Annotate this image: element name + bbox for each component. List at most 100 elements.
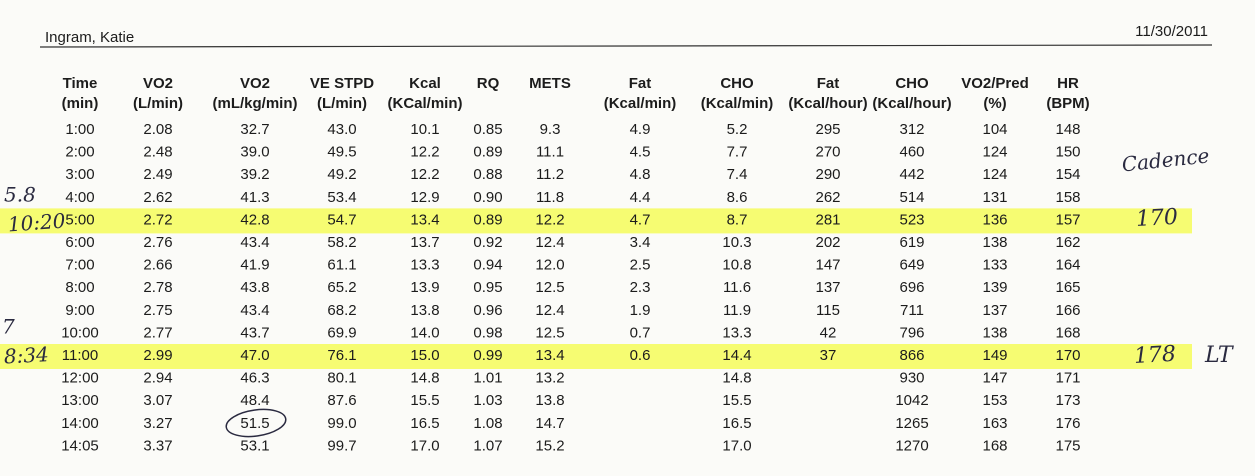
column-header: VO2	[143, 75, 173, 92]
table-cell: 10.3	[722, 234, 751, 251]
column-header: Time	[63, 75, 98, 92]
table-cell: 0.88	[473, 166, 502, 183]
table-cell: 0.95	[473, 279, 502, 296]
table-cell: 12.5	[535, 279, 564, 296]
table-cell: 46.3	[240, 370, 269, 387]
table-cell: 7:00	[65, 257, 94, 274]
table-cell: 13.4	[410, 211, 439, 228]
table-cell: 13.3	[410, 257, 439, 274]
table-cell: 2.76	[143, 234, 172, 251]
table-cell: 157	[1055, 211, 1080, 228]
table-cell: 37	[820, 347, 837, 364]
table-cell: 8.6	[727, 189, 748, 206]
table-cell: 6:00	[65, 234, 94, 251]
table-cell: 2.66	[143, 257, 172, 274]
table-cell: 9.3	[540, 121, 561, 138]
table-cell: 32.7	[240, 121, 269, 138]
table-cell: 796	[899, 324, 924, 341]
column-header: (Kcal/min)	[701, 95, 774, 112]
table-cell: 1.08	[473, 415, 502, 432]
table-cell: 8:00	[65, 279, 94, 296]
table-cell: 139	[982, 279, 1007, 296]
table-cell: 137	[815, 279, 840, 296]
table-cell: 11.6	[723, 279, 751, 296]
table-cell: 41.9	[240, 257, 269, 274]
table-cell: 165	[1055, 279, 1080, 296]
column-header: (mL/kg/min)	[213, 95, 298, 112]
report-date: 11/30/2011	[1135, 23, 1208, 40]
handwritten-note: 170	[1135, 205, 1178, 232]
table-cell: 290	[815, 166, 840, 183]
table-cell: 1270	[895, 437, 928, 454]
table-cell: 0.7	[630, 324, 651, 341]
table-cell: 39.2	[240, 166, 269, 183]
table-cell: 460	[899, 144, 924, 161]
handwritten-note: 7	[2, 315, 15, 339]
table-cell: 87.6	[327, 392, 356, 409]
table-cell: 11.2	[536, 166, 564, 183]
table-cell: 68.2	[327, 302, 356, 319]
column-header: (KCal/min)	[388, 95, 463, 112]
column-header: Fat	[629, 75, 652, 92]
table-cell: 99.0	[327, 415, 356, 432]
column-header: HR	[1057, 75, 1079, 92]
table-cell: 10:00	[61, 324, 99, 341]
table-cell: 12.2	[410, 144, 439, 161]
header-rule	[39, 44, 1213, 48]
column-header: (min)	[62, 95, 99, 112]
table-cell: 162	[1055, 234, 1080, 251]
table-cell: 8.7	[727, 211, 748, 228]
table-cell: 147	[982, 370, 1007, 387]
table-cell: 149	[982, 347, 1007, 364]
table-cell: 3.4	[630, 234, 651, 251]
column-header: METS	[529, 75, 571, 92]
table-cell: 14.7	[535, 415, 564, 432]
table-cell: 12.4	[535, 234, 564, 251]
column-header: VE STPD	[310, 75, 374, 92]
table-cell: 42	[820, 324, 837, 341]
table-cell: 39.0	[240, 144, 269, 161]
table-cell: 0.85	[473, 121, 502, 138]
table-cell: 0.89	[473, 144, 502, 161]
column-header: (Kcal/hour)	[788, 95, 867, 112]
table-cell: 49.5	[327, 144, 356, 161]
table-cell: 442	[899, 166, 924, 183]
table-cell: 43.4	[240, 234, 269, 251]
table-cell: 4:00	[65, 189, 94, 206]
table-cell: 12:00	[61, 370, 99, 387]
table-cell: 43.0	[327, 121, 356, 138]
table-cell: 10.8	[722, 257, 751, 274]
table-cell: 43.8	[240, 279, 269, 296]
table-cell: 0.99	[473, 347, 502, 364]
highlights	[0, 208, 1192, 369]
table-cell: 2.08	[143, 121, 172, 138]
table-cell: 49.2	[327, 166, 356, 183]
table-cell: 17.0	[410, 437, 439, 454]
table-cell: 15.2	[535, 437, 564, 454]
table-cell: 0.89	[473, 211, 502, 228]
table-cell: 3.27	[143, 415, 172, 432]
column-header: (L/min)	[133, 95, 183, 112]
table-cell: 7.4	[727, 166, 748, 183]
table-cell: 133	[982, 257, 1007, 274]
table-cell: 15.5	[410, 392, 439, 409]
table-cell: 43.7	[240, 324, 269, 341]
table-cell: 150	[1055, 144, 1080, 161]
table-cell: 1042	[895, 392, 928, 409]
table-cell: 168	[982, 437, 1007, 454]
table-cell: 137	[982, 302, 1007, 319]
table-cell: 2.72	[143, 211, 172, 228]
table-cell: 11.9	[723, 302, 751, 319]
table-cell: 4.7	[630, 211, 651, 228]
column-header: (L/min)	[317, 95, 367, 112]
handwritten-note: LT	[1204, 343, 1235, 368]
table-cell: 138	[982, 234, 1007, 251]
table-cell: 281	[815, 211, 840, 228]
table-cell: 1.07	[473, 437, 502, 454]
table-cell: 312	[899, 121, 924, 138]
table-cell: 53.1	[240, 437, 269, 454]
table-cell: 11.8	[536, 189, 564, 206]
table-cell: 14.0	[410, 324, 439, 341]
table-cell: 124	[982, 166, 1007, 183]
